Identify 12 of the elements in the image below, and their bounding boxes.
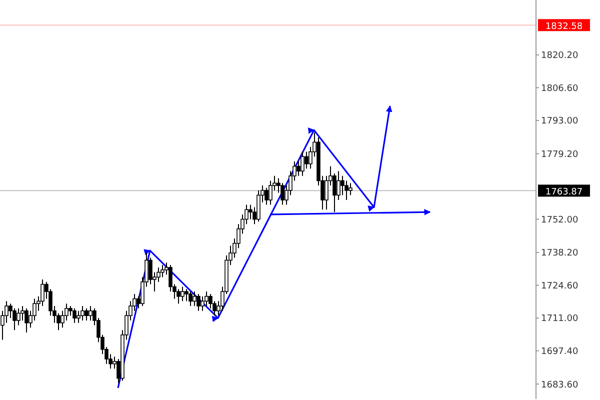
y-tick-label: 1779.20 [541,150,578,160]
y-tick-label: 1793.00 [541,116,578,127]
y-tick-label: 1697.40 [541,347,578,358]
ref-line-label: 1832.58 [545,22,583,32]
y-tick-label: 1738.20 [541,248,578,259]
y-tick-label: 1724.60 [541,281,578,292]
ref-line-label: 1763.87 [545,188,583,198]
y-tick-label: 1711.00 [541,314,578,324]
y-tick-label: 1806.60 [541,84,578,94]
y-tick-label: 1820.20 [541,51,578,62]
y-tick-label: 1683.60 [541,380,578,390]
y-tick-label: 1752.00 [541,215,578,226]
